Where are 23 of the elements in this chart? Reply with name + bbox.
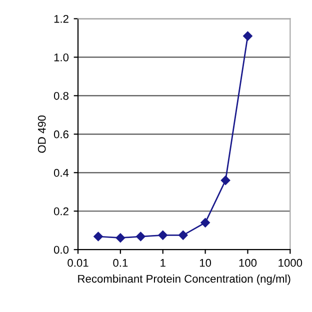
y-tick-label: 0.2 xyxy=(54,207,68,216)
x-tick-label: 0.1 xyxy=(113,258,128,267)
point xyxy=(116,233,126,242)
y-tick-label: 0.8 xyxy=(54,92,68,100)
x-tick-label: 1000 xyxy=(278,258,302,267)
y-tick-label: 0.4 xyxy=(54,168,69,177)
point xyxy=(94,232,103,242)
point xyxy=(136,232,146,242)
x-tick-label: 0.01 xyxy=(68,258,88,267)
point xyxy=(220,176,230,185)
point xyxy=(243,31,252,41)
point xyxy=(158,230,168,240)
y-axis-title: OD 490 xyxy=(38,115,46,153)
y-tick-label: 1.2 xyxy=(54,14,68,23)
x-tick-label: 100 xyxy=(239,258,257,267)
y-tick-label: 0.0 xyxy=(54,246,69,254)
x-tick-label: 10 xyxy=(200,258,212,267)
x-tick-label: 1 xyxy=(160,259,166,267)
y-tick-label: 1.0 xyxy=(54,53,69,62)
x-axis-title: Recombinant Protein Concentration (ng/ml) xyxy=(78,274,290,285)
y-tick-label: 0.6 xyxy=(54,130,68,138)
point xyxy=(200,218,210,228)
point xyxy=(178,230,188,240)
